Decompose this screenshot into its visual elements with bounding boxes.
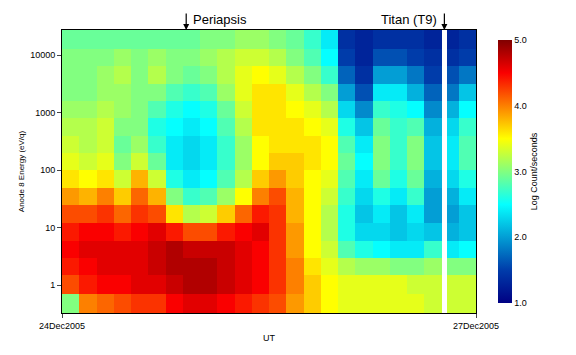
svg-text:3.0: 3.0 xyxy=(514,167,527,177)
svg-text:1: 1 xyxy=(50,280,55,290)
svg-text:10: 10 xyxy=(45,223,55,233)
svg-text:Anode 8 Energy (eV/q): Anode 8 Energy (eV/q) xyxy=(17,130,26,212)
svg-text:Log Count/seconds: Log Count/seconds xyxy=(529,132,539,210)
svg-text:Titan (T9): Titan (T9) xyxy=(381,12,437,27)
svg-text:27Dec2005: 27Dec2005 xyxy=(453,321,499,331)
svg-text:4.0: 4.0 xyxy=(514,101,527,111)
svg-text:5.0: 5.0 xyxy=(514,35,527,45)
svg-text:100: 100 xyxy=(40,165,55,175)
svg-text:24Dec2005: 24Dec2005 xyxy=(39,321,85,331)
svg-text:Periapsis: Periapsis xyxy=(193,12,247,27)
svg-text:2.0: 2.0 xyxy=(514,232,527,242)
svg-text:1.0: 1.0 xyxy=(514,298,527,308)
svg-text:1000: 1000 xyxy=(35,108,55,118)
svg-text:10000: 10000 xyxy=(30,50,55,60)
svg-text:UT: UT xyxy=(263,333,275,343)
